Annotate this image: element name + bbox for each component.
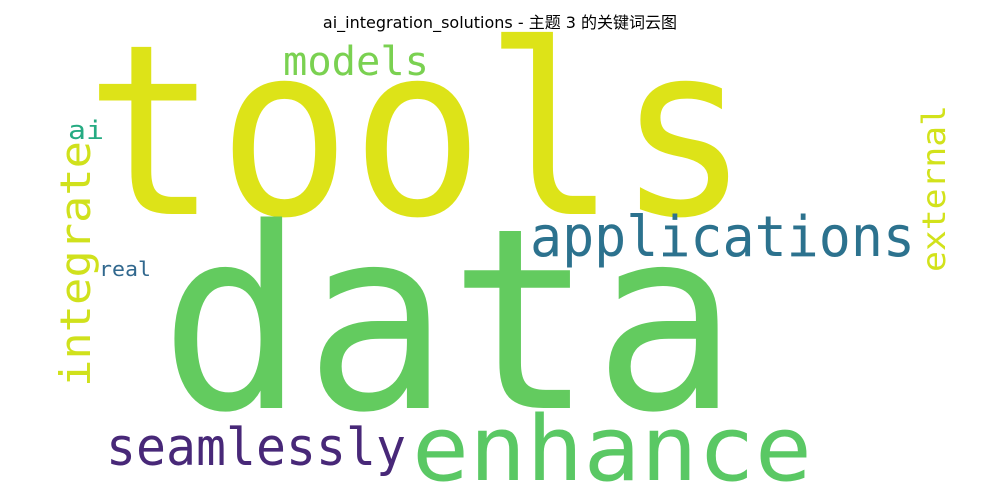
word-integrate: integrate (51, 141, 100, 387)
word-seamlessly: seamlessly (106, 418, 406, 478)
word-models: models (283, 39, 429, 85)
word-data: data (160, 175, 738, 468)
word-enhance: enhance (412, 397, 812, 500)
figure-title: ai_integration_solutions - 主题 3 的关键词云图 (322, 13, 678, 32)
word-applications: applications (530, 205, 915, 270)
word-real: real (99, 257, 151, 281)
word-tools: tools (85, 0, 750, 271)
word-external: external (915, 105, 953, 272)
word-ai: ai (68, 116, 104, 146)
